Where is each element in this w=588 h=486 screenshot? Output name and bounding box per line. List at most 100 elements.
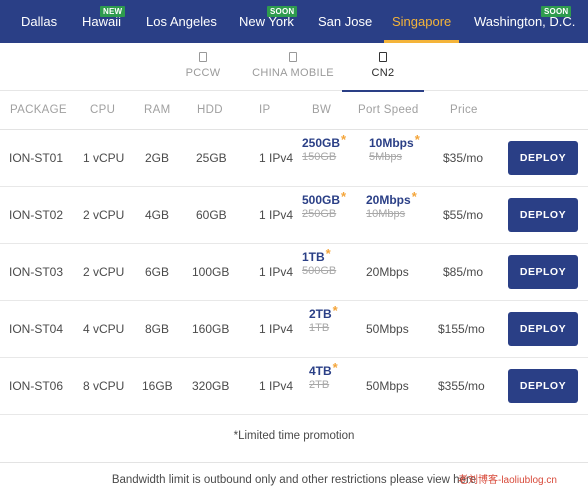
bandwidth-value: 2TB <box>309 307 332 321</box>
location-tab-new-york[interactable]: New York <box>239 0 294 43</box>
package-name: ION-ST03 <box>9 265 64 279</box>
table-row: ION-ST06 8 vCPU 16GB 320GB 1 IPv4 4TB* 2… <box>0 358 588 415</box>
location-tab-dallas[interactable]: Dallas <box>21 0 57 43</box>
port-value: 50Mbps <box>366 322 409 336</box>
cpu-value: 1 vCPU <box>83 151 125 165</box>
promo-star: * <box>332 303 338 318</box>
location-label: Los Angeles <box>146 14 217 29</box>
package-name: ION-ST01 <box>9 151 64 165</box>
promo-star: * <box>341 189 347 204</box>
promo-star: * <box>411 189 417 204</box>
price-value: $85/mo <box>443 265 484 279</box>
deploy-button[interactable]: DEPLOY <box>508 198 578 232</box>
location-tab-washington-dc[interactable]: Washington, D.C. <box>474 0 575 43</box>
port-value: 20Mbps <box>366 265 409 279</box>
ram-value: 16GB <box>142 379 173 393</box>
footer-divider <box>0 462 588 463</box>
location-label: San Jose <box>318 14 373 29</box>
header-ram: RAM <box>144 104 171 116</box>
cpu-value: 4 vCPU <box>83 322 125 336</box>
location-tab-san-jose[interactable]: San Jose <box>318 0 372 43</box>
deploy-button[interactable]: DEPLOY <box>508 369 578 403</box>
bandwidth-value: 4TB <box>309 364 332 378</box>
header-package: PACKAGE <box>10 104 67 116</box>
deploy-button[interactable]: DEPLOY <box>508 141 578 175</box>
header-port-speed: Port Speed <box>358 104 419 116</box>
tab-label: CN2 <box>371 67 395 79</box>
location-label: Hawaii <box>82 14 122 29</box>
soon-badge: SOON <box>541 6 572 17</box>
cpu-value: 2 vCPU <box>83 265 125 279</box>
table-header: PACKAGE CPU RAM HDD IP BW Port Speed Pri… <box>0 92 588 130</box>
hdd-value: 160GB <box>192 322 230 336</box>
header-bw: BW <box>312 104 332 116</box>
promotion-note: *Limited time promotion <box>233 430 355 442</box>
soon-badge: SOON <box>267 6 298 17</box>
port-promo: 10Mbps* <box>369 132 420 150</box>
port-value: 50Mbps <box>366 379 409 393</box>
carrier-tabs: PCCW CHINA MOBILE CN2 <box>0 43 588 92</box>
package-name: ION-ST06 <box>9 379 64 393</box>
tab-label: PCCW <box>185 67 221 79</box>
port-promo: 20Mbps* <box>366 189 417 207</box>
watermark: 老刘博客-laoliublog.cn <box>458 475 557 486</box>
bandwidth-promo: 4TB* <box>309 360 338 378</box>
promo-star: * <box>332 360 338 375</box>
bandwidth-old: 500GB <box>302 265 337 277</box>
port-old: 10Mbps <box>366 208 406 220</box>
ip-value: 1 IPv4 <box>259 208 294 222</box>
bandwidth-promo: 250GB* <box>302 132 347 150</box>
promo-star: * <box>414 132 420 147</box>
header-ip: IP <box>259 104 271 116</box>
ram-value: 2GB <box>145 151 170 165</box>
table-row: ION-ST03 2 vCPU 6GB 100GB 1 IPv4 1TB* 50… <box>0 244 588 301</box>
ip-value: 1 IPv4 <box>259 322 294 336</box>
cpu-value: 2 vCPU <box>83 208 125 222</box>
bandwidth-old: 250GB <box>302 208 337 220</box>
price-value: $55/mo <box>443 208 484 222</box>
bandwidth-value: 1TB <box>302 250 325 264</box>
deploy-button[interactable]: DEPLOY <box>508 312 578 346</box>
bandwidth-promo: 500GB* <box>302 189 347 207</box>
location-label: Dallas <box>21 14 58 29</box>
package-name: ION-ST04 <box>9 322 64 336</box>
cpu-value: 8 vCPU <box>83 379 125 393</box>
network-icon <box>379 52 387 62</box>
port-value: 10Mbps <box>369 136 414 150</box>
location-tab-los-angeles[interactable]: Los Angeles <box>146 0 217 43</box>
tab-cn2[interactable]: CN2 <box>342 43 424 92</box>
header-price: Price <box>450 104 478 116</box>
price-value: $355/mo <box>438 379 485 393</box>
ip-value: 1 IPv4 <box>259 151 294 165</box>
table-row: ION-ST02 2 vCPU 4GB 60GB 1 IPv4 500GB* 2… <box>0 187 588 244</box>
tab-label: CHINA MOBILE <box>252 67 334 79</box>
promo-star: * <box>341 132 347 147</box>
hdd-value: 25GB <box>196 151 227 165</box>
network-icon <box>289 52 297 62</box>
price-value: $155/mo <box>438 322 485 336</box>
ram-value: 4GB <box>145 208 170 222</box>
hdd-value: 320GB <box>192 379 230 393</box>
tab-china-mobile[interactable]: CHINA MOBILE <box>248 43 338 91</box>
table-row: ION-ST01 1 vCPU 2GB 25GB 1 IPv4 250GB* 1… <box>0 130 588 187</box>
location-label: Singapore <box>392 14 452 29</box>
ram-value: 6GB <box>145 265 170 279</box>
bandwidth-value: 500GB <box>302 193 341 207</box>
location-label: Washington, D.C. <box>474 14 576 29</box>
bandwidth-promo: 2TB* <box>309 303 338 321</box>
bandwidth-old: 1TB <box>309 322 330 334</box>
deploy-button[interactable]: DEPLOY <box>508 255 578 289</box>
port-value: 20Mbps <box>366 193 411 207</box>
ram-value: 8GB <box>145 322 170 336</box>
network-icon <box>199 52 207 62</box>
tab-pccw[interactable]: PCCW <box>178 43 228 91</box>
location-tab-singapore[interactable]: Singapore <box>383 0 460 43</box>
location-label: New York <box>239 14 294 29</box>
bandwidth-old: 2TB <box>309 379 330 391</box>
table-row: ION-ST04 4 vCPU 8GB 160GB 1 IPv4 2TB* 1T… <box>0 301 588 358</box>
price-value: $35/mo <box>443 151 484 165</box>
promo-star: * <box>325 246 331 261</box>
package-name: ION-ST02 <box>9 208 64 222</box>
location-tab-hawaii[interactable]: Hawaii <box>82 0 121 43</box>
location-nav: Dallas Hawaii NEW Los Angeles New York S… <box>0 0 588 43</box>
